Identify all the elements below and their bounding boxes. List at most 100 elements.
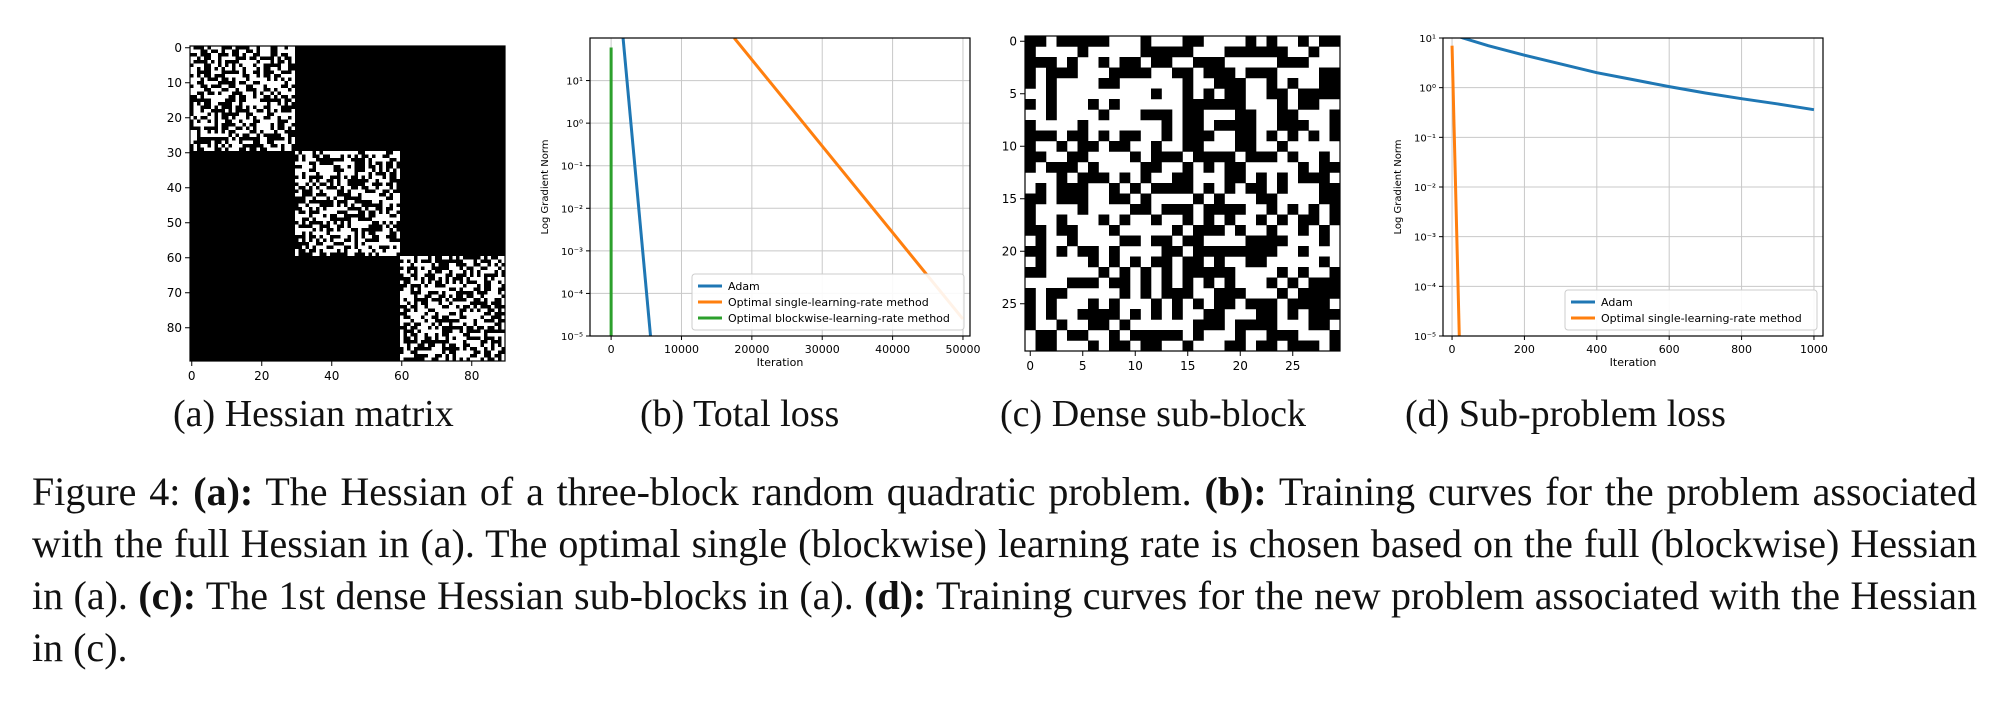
y-tick-label: 20 <box>167 111 182 125</box>
plot-frame <box>589 37 971 337</box>
dense-black-cells <box>1025 36 1341 352</box>
x-tick-label: 10 <box>1128 359 1143 373</box>
legend: Adam Optimal single-learning-rate method <box>1564 289 1818 331</box>
y-tick-label: 60 <box>167 251 182 265</box>
total-loss-chart: 0 10000 20000 30000 40000 50000 10⁻⁵ 10⁻⁴ 10⁻³ 10… <box>540 37 980 369</box>
hessian-matrix-plot: 0 10 20 30 40 50 60 70 80 0 20 40 60 80 <box>167 41 506 380</box>
caption-b-text: Training curves for the problem associat… <box>32 469 1978 618</box>
hessian-y-ticks: 0 10 20 30 40 50 60 70 80 <box>167 41 190 335</box>
x-tick-label: 15 <box>1180 359 1195 373</box>
x-tick-label: 80 <box>464 369 479 380</box>
caption-c-label: (c): <box>138 573 197 618</box>
y-tick-label: 10⁻⁵ <box>561 332 583 343</box>
y-tick-label: 15 <box>1002 192 1017 206</box>
x-tick-label: 0 <box>608 343 615 356</box>
y-tick-label: 50 <box>167 216 182 230</box>
y-tick-label: 0 <box>1009 34 1017 48</box>
y-tick-label: 5 <box>1009 87 1017 101</box>
x-tick-label: 10000 <box>664 343 699 356</box>
caption-a-label: (a): <box>193 469 254 514</box>
caption-c-text: The 1st dense Hessian sub-blocks in (a). <box>196 573 865 618</box>
x-tick-label: 50000 <box>945 343 980 356</box>
y-tick-label: 10⁻² <box>1414 183 1436 194</box>
y-tick-label: 80 <box>167 321 182 335</box>
x-tick-label: 40 <box>324 369 339 380</box>
legend-entry: Optimal blockwise-learning-rate method <box>728 312 950 325</box>
y-tick-label: 10 <box>1002 139 1017 153</box>
x-tick-label: 800 <box>1731 343 1752 356</box>
x-tick-label: 200 <box>1514 343 1535 356</box>
y-axis-label: Log Gradient Norm <box>540 139 551 234</box>
x-tick-label: 60 <box>394 369 409 380</box>
legend-box <box>1564 289 1818 331</box>
axis-ticks: 0 10000 20000 30000 40000 50000 10⁻⁵ 10⁻⁴ 10⁻³ 10… <box>561 77 980 356</box>
series-lines <box>1450 38 1815 336</box>
subcaption-a: (a) Hessian matrix <box>173 392 454 436</box>
x-axis-label: Iteration <box>757 356 804 369</box>
subcaption-a-label: (a) <box>173 393 216 435</box>
y-tick-label: 10⁰ <box>1419 84 1436 95</box>
subcaption-b-label: (b) <box>640 393 685 435</box>
y-tick-label: 10⁻¹ <box>561 162 583 173</box>
x-tick-label: 0 <box>1026 359 1034 373</box>
subcaption-c: (c) Dense sub-block <box>1000 392 1306 436</box>
y-tick-label: 10 <box>167 76 182 90</box>
y-tick-label: 30 <box>167 146 182 160</box>
y-tick-label: 10⁰ <box>566 119 583 130</box>
figure-caption: Figure 4: (a): The Hessian of a three-bl… <box>32 466 1977 674</box>
subcaption-d: (d) Sub-problem loss <box>1405 392 1726 436</box>
dense-subblock-plot: 0 5 10 15 20 25 0 5 10 15 20 25 <box>1002 34 1341 373</box>
subcaption-a-title: Hessian matrix <box>224 393 454 435</box>
subproblem-loss-chart: 0 200 400 600 800 1000 10⁻⁵ 10⁻⁴ 10⁻³ 10⁻² 10⁻¹ 10⁰… <box>1393 34 1828 369</box>
series-line <box>1450 45 1461 336</box>
dense-frame <box>1024 35 1341 352</box>
figure-label: Figure 4: <box>32 469 181 514</box>
y-tick-label: 10⁻³ <box>1414 233 1436 244</box>
x-tick-label: 20 <box>254 369 269 380</box>
y-tick-label: 10¹ <box>1419 34 1436 45</box>
subcaption-d-label: (d) <box>1405 393 1450 435</box>
y-tick-label: 10¹ <box>566 77 583 88</box>
legend-box <box>691 273 965 331</box>
y-axis-label: Log Gradient Norm <box>1393 139 1404 234</box>
legend: Adam Optimal single-learning-rate method O… <box>691 273 965 331</box>
y-tick-label: 10⁻⁴ <box>1414 282 1436 293</box>
x-tick-label: 5 <box>1079 359 1087 373</box>
x-tick-label: 30000 <box>805 343 840 356</box>
x-tick-label: 0 <box>188 369 196 380</box>
subcaption-c-title: Dense sub-block <box>1051 393 1307 435</box>
dense-y-ticks: 0 5 10 15 20 25 <box>1002 34 1025 311</box>
x-tick-label: 20 <box>1233 359 1248 373</box>
y-tick-label: 10⁻¹ <box>1414 133 1436 144</box>
legend-entry: Adam <box>728 280 760 293</box>
hessian-heatmap <box>190 46 505 361</box>
subcaption-c-label: (c) <box>1000 393 1043 435</box>
hessian-frame <box>189 45 506 362</box>
series-line <box>621 38 653 336</box>
series-lines <box>609 38 965 336</box>
series-line <box>733 38 965 321</box>
y-tick-label: 10⁻⁴ <box>561 289 583 300</box>
subcaption-b-title: Total loss <box>693 393 840 435</box>
legend-entry: Adam <box>1601 296 1633 309</box>
legend-entry: Optimal single-learning-rate method <box>1601 312 1802 325</box>
caption-b-label: (b): <box>1204 469 1267 514</box>
axis-ticks: 0 200 400 600 800 1000 10⁻⁵ 10⁻⁴ 10⁻³ 10⁻² 10⁻¹ 10⁰… <box>1414 34 1828 356</box>
y-tick-label: 0 <box>174 41 182 55</box>
caption-d-label: (d): <box>864 573 927 618</box>
caption-a-text: The Hessian of a three-block random quad… <box>253 469 1205 514</box>
y-tick-label: 70 <box>167 286 182 300</box>
x-axis-label: Iteration <box>1610 356 1657 369</box>
subcaption-d-title: Sub-problem loss <box>1458 393 1726 435</box>
y-tick-label: 10⁻³ <box>561 247 583 258</box>
y-tick-label: 40 <box>167 181 182 195</box>
x-tick-label: 25 <box>1285 359 1300 373</box>
x-tick-label: 40000 <box>875 343 910 356</box>
x-tick-label: 20000 <box>734 343 769 356</box>
x-tick-label: 600 <box>1659 343 1680 356</box>
y-tick-label: 10⁻² <box>561 204 583 215</box>
x-tick-label: 400 <box>1586 343 1607 356</box>
x-tick-label: 1000 <box>1800 343 1828 356</box>
dense-heatmap <box>1025 36 1341 352</box>
hessian-x-ticks: 0 20 40 60 80 <box>188 361 479 380</box>
